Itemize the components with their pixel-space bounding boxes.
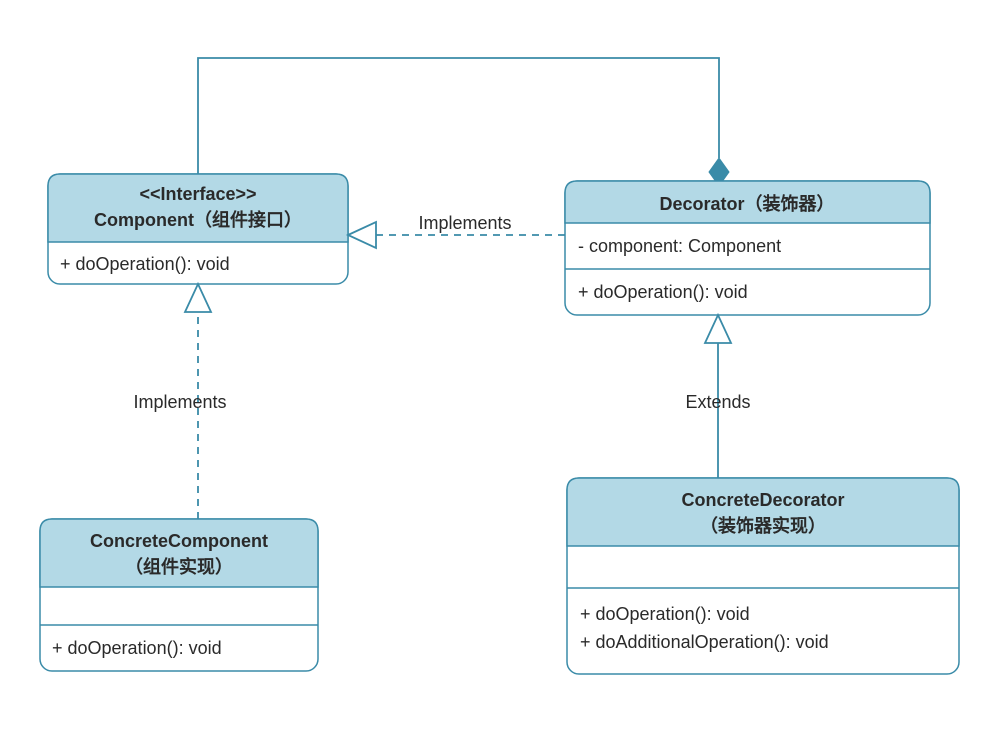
cc-title: ConcreteComponent (90, 531, 268, 551)
cd-method-0: + doOperation(): void (580, 604, 750, 624)
edge-label-implements-2: Implements (133, 392, 226, 412)
node-decorator: Decorator（装饰器） - component: Component + … (565, 181, 930, 315)
node-concrete-component: ConcreteComponent （组件实现） + doOperation()… (40, 519, 318, 671)
edge-cd-extends: Extends (685, 315, 750, 478)
component-stereotype: <<Interface>> (139, 184, 256, 204)
cd-title: ConcreteDecorator (681, 490, 844, 510)
cc-method-0: + doOperation(): void (52, 638, 222, 658)
uml-diagram: <<Interface>> Component（组件接口） + doOperat… (0, 0, 1002, 741)
cc-subtitle: （组件实现） (125, 556, 233, 577)
decorator-attr-0: - component: Component (578, 236, 781, 256)
node-concrete-decorator: ConcreteDecorator （装饰器实现） + doOperation(… (567, 478, 959, 674)
edge-decorator-implements: Implements (348, 213, 565, 248)
decorator-method-0: + doOperation(): void (578, 282, 748, 302)
edge-label-implements-1: Implements (418, 213, 511, 233)
edge-aggregation (198, 58, 729, 186)
decorator-title: Decorator（装饰器） (659, 193, 834, 214)
node-component: <<Interface>> Component（组件接口） + doOperat… (48, 174, 348, 284)
cd-subtitle: （装饰器实现） (700, 515, 826, 536)
edge-cc-implements: Implements (133, 284, 226, 519)
component-title: Component（组件接口） (94, 209, 302, 230)
cd-method-1: + doAdditionalOperation(): void (580, 632, 829, 652)
edge-label-extends: Extends (685, 392, 750, 412)
component-method-0: + doOperation(): void (60, 254, 230, 274)
